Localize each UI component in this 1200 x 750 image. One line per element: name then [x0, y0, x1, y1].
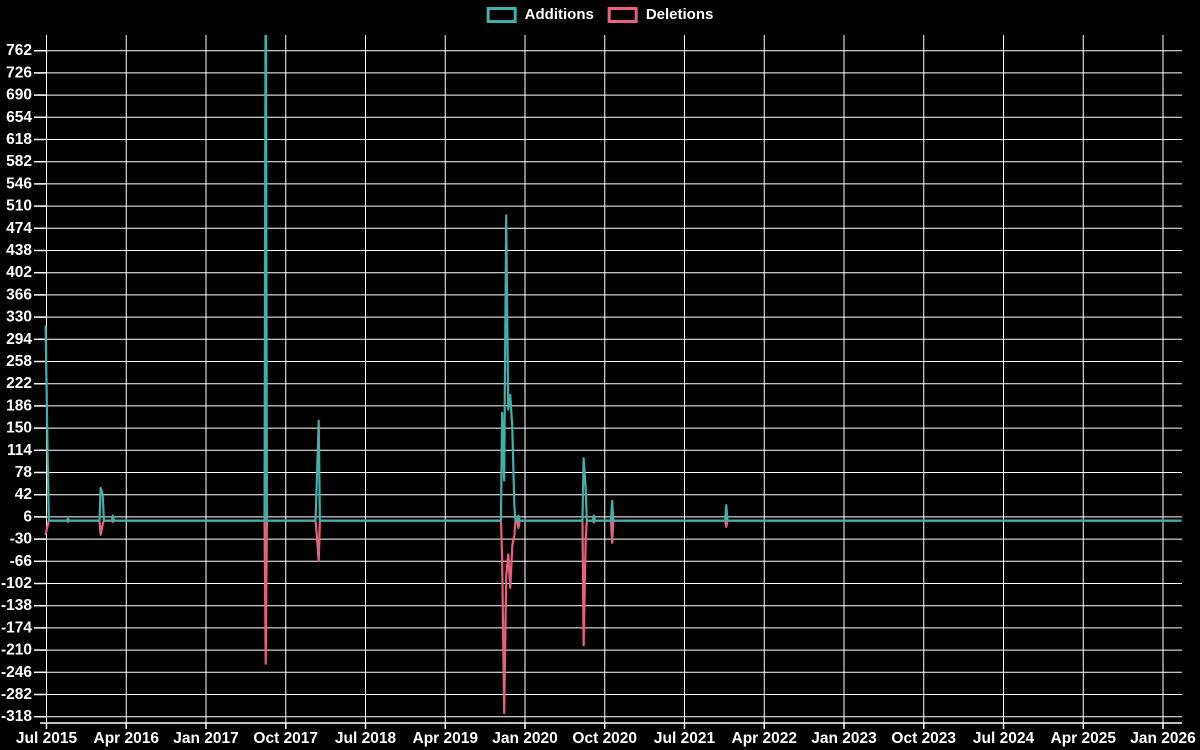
y-tick-label: 294 — [6, 331, 32, 348]
y-tick-label: -174 — [1, 619, 32, 636]
y-tick-label: 78 — [15, 464, 33, 481]
y-tick-label: 366 — [6, 286, 32, 303]
x-tick-label: Jul 2021 — [654, 730, 716, 747]
y-tick-label: 726 — [6, 64, 32, 81]
y-tick-label: 42 — [15, 486, 32, 503]
x-tick-label: Apr 2025 — [1051, 730, 1117, 747]
x-tick-label: Oct 2020 — [572, 730, 637, 747]
y-tick-label: 150 — [6, 420, 32, 437]
x-tick-label: Oct 2017 — [253, 730, 318, 747]
y-tick-label: 438 — [6, 242, 32, 259]
y-tick-label: 474 — [6, 220, 32, 237]
y-tick-label: -318 — [1, 708, 32, 725]
legend-label-deletions: Deletions — [645, 6, 714, 23]
y-tick-label: 114 — [7, 442, 32, 459]
y-tick-label: -102 — [1, 575, 32, 592]
series-lines — [44, 35, 1182, 715]
y-tick-label: 402 — [6, 264, 32, 281]
legend-label-additions: Additions — [524, 6, 594, 23]
vertical-gridlines — [45, 35, 1164, 729]
x-tick-label: Jan 2020 — [492, 730, 558, 747]
x-tick-label: Jul 2024 — [973, 730, 1035, 747]
horizontal-gridlines — [34, 49, 1182, 718]
y-axis-labels: 762 726 690 654 618 582 546 510 474 438 402 366 330 2… — [1, 42, 32, 725]
y-tick-label: 510 — [6, 198, 32, 215]
y-tick-label: 690 — [6, 87, 32, 104]
y-tick-label: 762 — [6, 42, 32, 59]
additions-line — [44, 35, 1182, 522]
x-axis-labels: Jul 2015 Apr 2016 Jan 2017 Oct 2017 Jul 2018… — [16, 730, 1196, 747]
x-tick-label: Oct 2023 — [891, 730, 956, 747]
x-tick-label: Apr 2022 — [732, 730, 797, 747]
y-tick-label: 186 — [6, 397, 32, 414]
y-tick-label: -282 — [1, 686, 32, 703]
y-tick-label: -138 — [1, 597, 32, 614]
y-tick-label: 222 — [6, 375, 32, 392]
x-tick-label: Jan 2023 — [811, 730, 877, 747]
x-tick-label: Jan 2017 — [173, 730, 239, 747]
chart-legend: Additions Deletions — [486, 6, 714, 23]
y-tick-label: -210 — [1, 642, 32, 659]
deletions-line — [44, 519, 1182, 715]
y-tick-label: 546 — [6, 175, 32, 192]
y-tick-label: 618 — [6, 131, 32, 148]
legend-item-additions[interactable]: Additions — [486, 6, 594, 23]
additions-swatch-icon — [486, 6, 517, 23]
y-tick-label: -30 — [10, 531, 32, 548]
y-tick-label: 582 — [6, 153, 32, 170]
y-tick-label: -246 — [1, 664, 32, 681]
y-tick-label: 6 — [23, 508, 32, 525]
y-tick-label: -66 — [10, 553, 33, 570]
y-tick-label: 654 — [6, 109, 32, 126]
x-tick-label: Jul 2015 — [16, 730, 78, 747]
deletions-swatch-icon — [607, 6, 638, 23]
legend-item-deletions[interactable]: Deletions — [607, 6, 714, 23]
y-tick-label: 258 — [6, 353, 32, 370]
x-tick-label: Jan 2026 — [1130, 730, 1196, 747]
x-tick-label: Apr 2019 — [413, 730, 479, 747]
x-tick-label: Apr 2016 — [94, 730, 160, 747]
y-tick-label: 330 — [6, 309, 32, 326]
x-tick-label: Jul 2018 — [335, 730, 397, 747]
